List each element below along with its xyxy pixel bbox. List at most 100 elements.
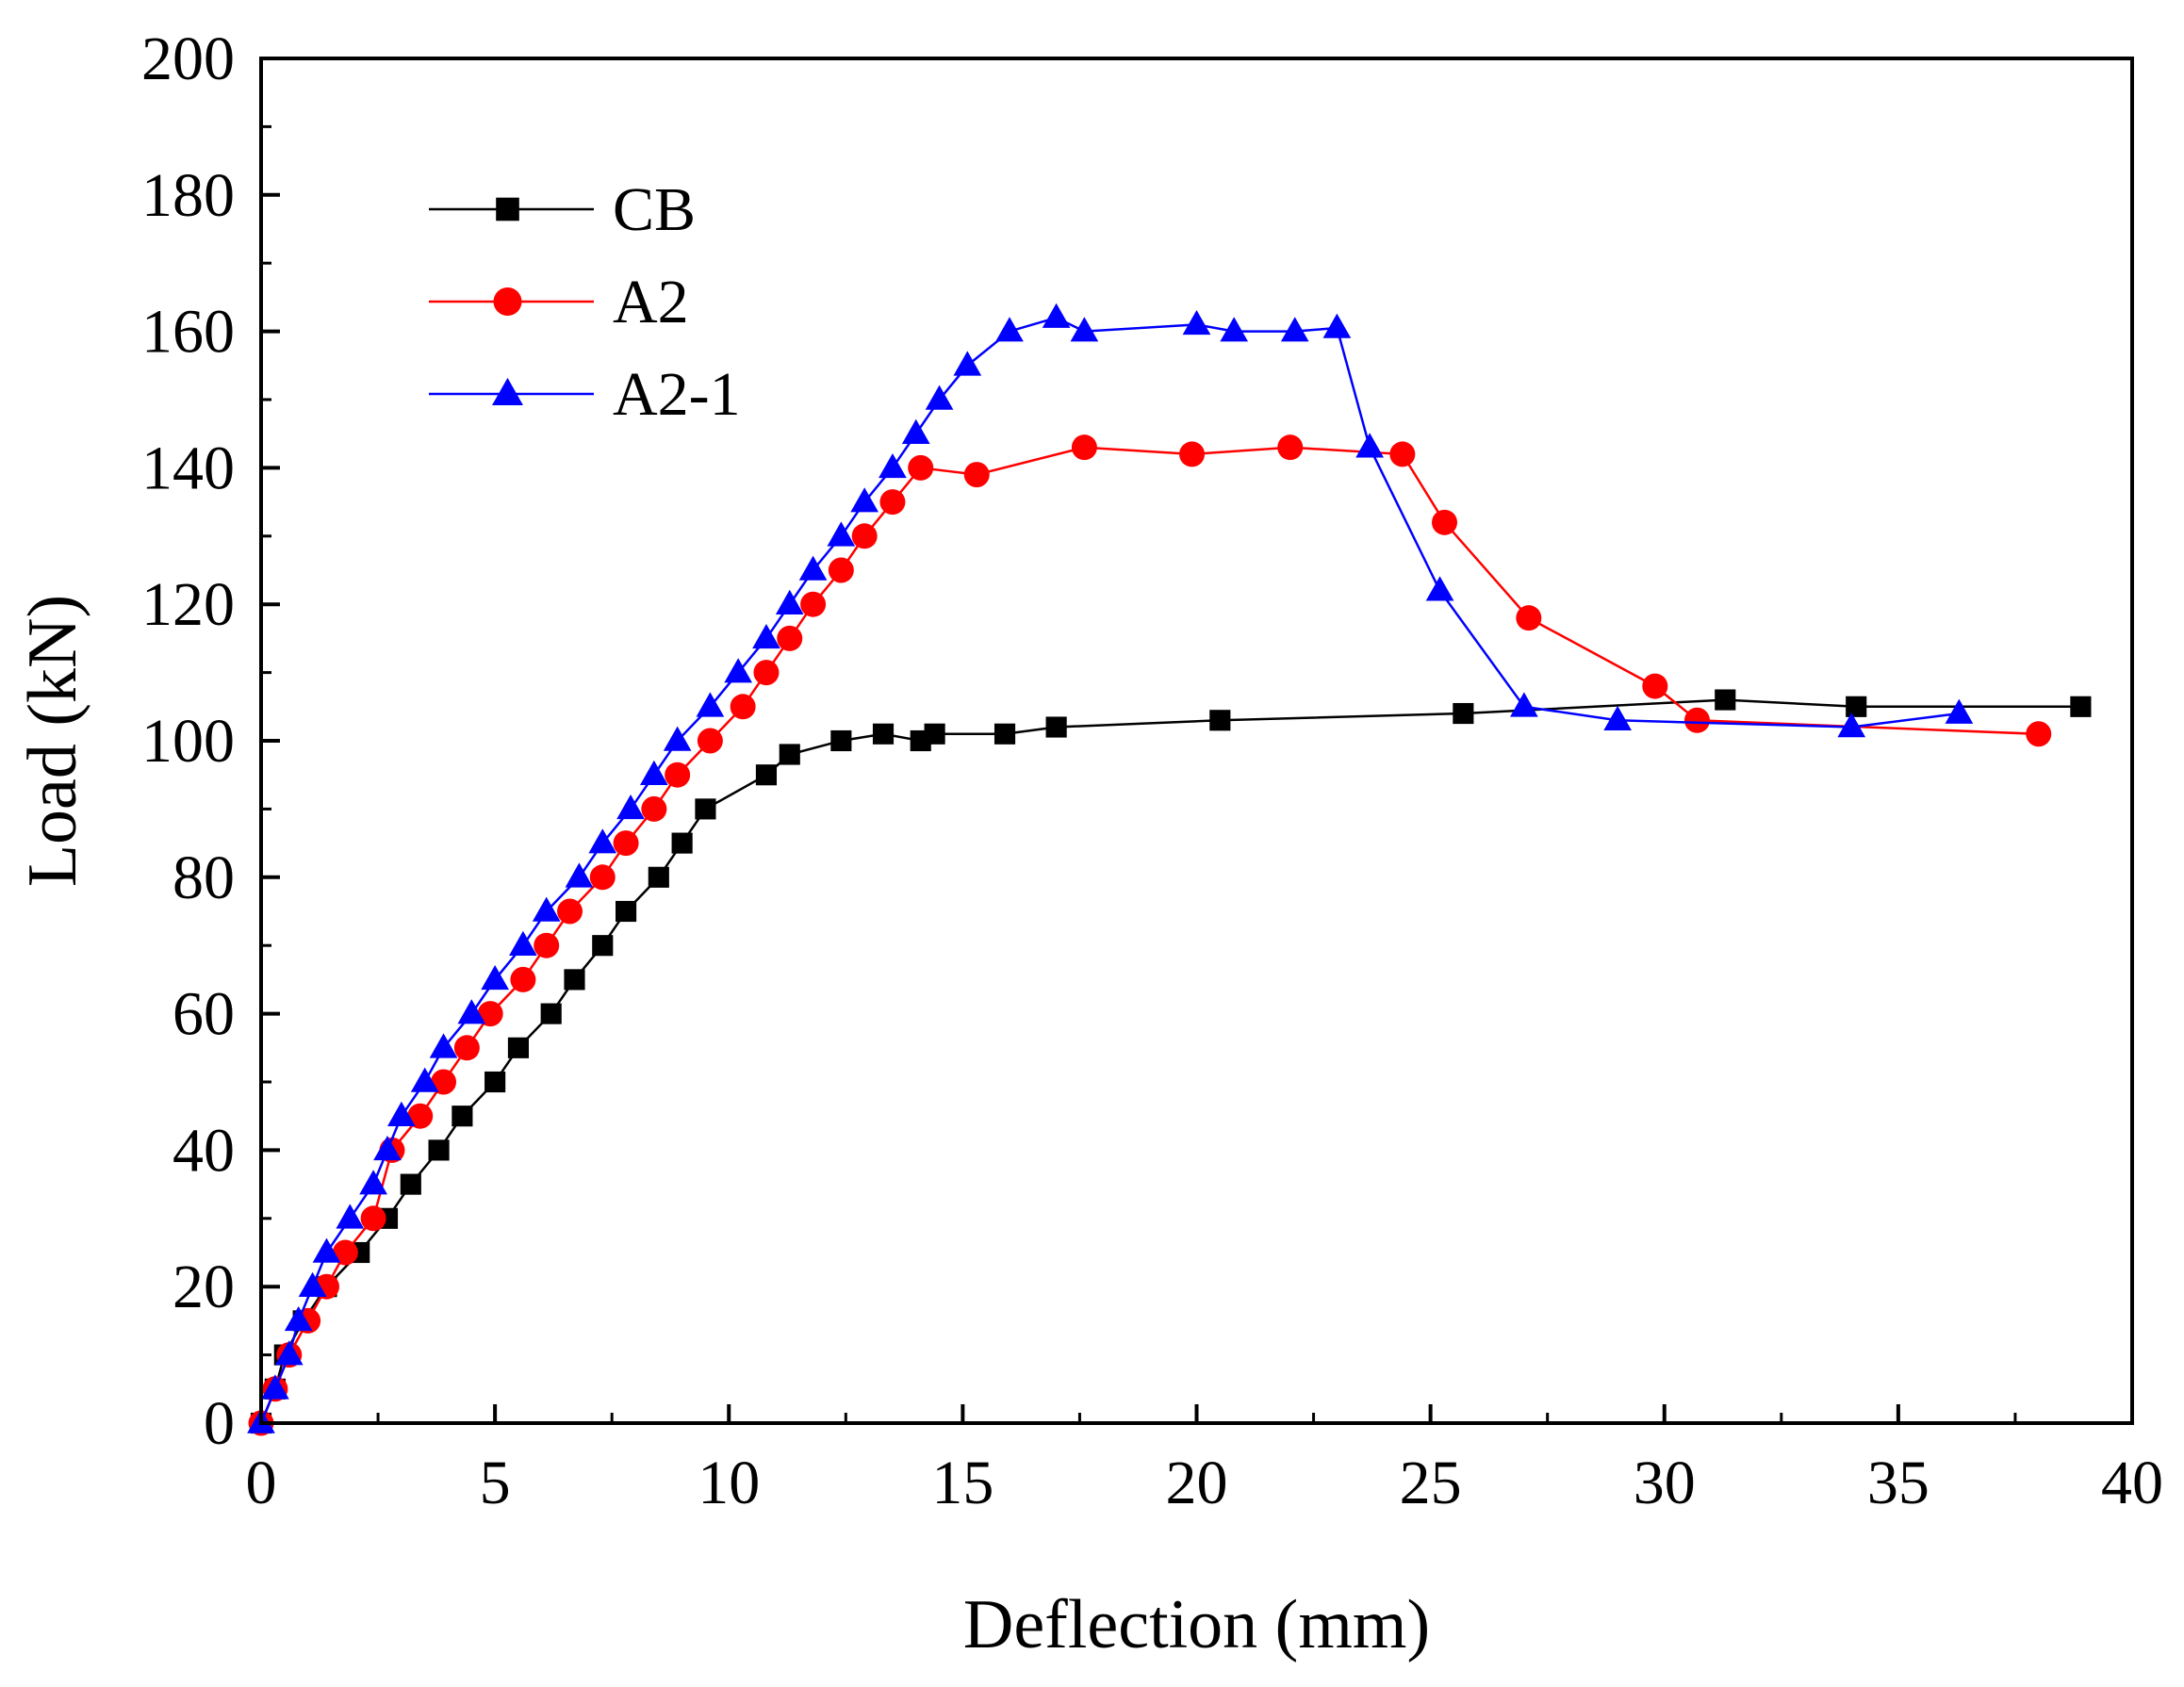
- cb-point: [592, 935, 614, 957]
- cb-point: [1453, 702, 1474, 725]
- cb-point: [671, 832, 693, 854]
- x-tick-label: 10: [698, 1449, 760, 1517]
- a2-point: [730, 694, 756, 720]
- axis-ticks: 0 5 10 15 20 25 30 35 40 0 20 40 60 80 100 120 140 160 180…: [141, 25, 2163, 1517]
- a2-1-point: [509, 930, 537, 956]
- cb-point: [484, 1071, 506, 1093]
- a2-1-point: [429, 1033, 458, 1058]
- series-line-cb: [259, 698, 2081, 1424]
- y-tick-label: 180: [141, 161, 235, 230]
- a2-point: [665, 762, 691, 788]
- a2-1-point: [1182, 309, 1211, 336]
- a2-point: [2026, 721, 2052, 747]
- cb-point: [1846, 696, 1867, 717]
- a2-1-point: [1945, 698, 1974, 724]
- a2-point: [963, 462, 990, 488]
- a2-1-point: [1322, 313, 1352, 338]
- legend-marker-a2: [493, 287, 522, 316]
- a2-1-point: [410, 1067, 439, 1092]
- x-tick-label: 30: [1634, 1449, 1696, 1517]
- x-tick-label: 25: [1400, 1449, 1462, 1517]
- a2-1-point: [1280, 317, 1309, 342]
- a2-point: [641, 795, 667, 822]
- a2-point: [1179, 441, 1206, 467]
- x-tick-label: 35: [1867, 1449, 1929, 1517]
- a2-point: [453, 1035, 480, 1061]
- a2-point: [800, 591, 827, 617]
- cb-point: [2070, 696, 2092, 717]
- a2-1-point: [616, 794, 645, 820]
- x-tick-label: 40: [2101, 1449, 2163, 1517]
- cb-point: [400, 1173, 421, 1195]
- a2-point: [1516, 605, 1542, 631]
- plot-series: [247, 303, 2092, 1436]
- a2-1-point: [298, 1271, 327, 1297]
- a2-point: [613, 830, 639, 857]
- a2-1-point: [925, 385, 954, 410]
- a2-point: [879, 489, 906, 516]
- cb-point: [779, 744, 800, 765]
- a2-1-point: [850, 487, 879, 513]
- legend-item-a2-1: A2-1: [429, 360, 741, 429]
- a2-point: [332, 1239, 358, 1266]
- a2-1-point: [696, 692, 725, 717]
- a2-1-point: [1220, 317, 1249, 342]
- a2-point: [777, 625, 803, 651]
- x-tick-label: 0: [246, 1449, 277, 1517]
- a2-1-point: [827, 521, 856, 547]
- a2-1-point: [336, 1204, 365, 1229]
- a2-1-point: [1042, 303, 1071, 328]
- a2-1-point: [532, 896, 561, 922]
- a2-1-point: [373, 1136, 402, 1161]
- cb-point: [507, 1037, 530, 1058]
- a2-point: [908, 454, 934, 481]
- cb-point: [755, 764, 778, 786]
- a2-1-point: [901, 418, 930, 444]
- a2-point: [1642, 673, 1668, 699]
- y-tick-label: 80: [172, 844, 235, 912]
- cb-point: [428, 1139, 450, 1161]
- a2-point: [851, 523, 878, 549]
- cb-point: [872, 723, 895, 745]
- a2-1-point: [284, 1306, 313, 1332]
- a2-1-point: [274, 1340, 304, 1366]
- a2-1-point: [1837, 712, 1866, 738]
- a2-1-point: [663, 726, 692, 751]
- y-tick-label: 160: [141, 298, 235, 367]
- x-tick-label: 20: [1166, 1449, 1228, 1517]
- x-tick-label: 5: [480, 1449, 511, 1517]
- a2-1-point: [1070, 317, 1099, 342]
- series-line-a2: [259, 446, 2039, 1424]
- y-tick-label: 100: [141, 707, 235, 776]
- a2-1-point: [640, 760, 668, 785]
- cb-point: [830, 729, 852, 752]
- a2-1-point: [481, 965, 509, 991]
- a2-1-point: [879, 453, 907, 479]
- series-cb: [250, 689, 2092, 1434]
- a2-point: [534, 932, 560, 958]
- a2-point: [828, 557, 854, 583]
- a2-1-point: [588, 828, 617, 854]
- a2-point: [360, 1205, 386, 1232]
- a2-1-point: [953, 351, 982, 376]
- series-a2: [248, 434, 2052, 1436]
- plot-frame: [259, 57, 2134, 1425]
- a2-1-point: [775, 589, 804, 614]
- legend-item-a2: A2: [429, 268, 689, 336]
- a2-1-point: [312, 1237, 341, 1263]
- legend-marker-a2-1: [492, 377, 523, 405]
- a2-point: [697, 728, 723, 754]
- a2-point: [1277, 434, 1304, 461]
- y-tick-label: 20: [172, 1253, 235, 1321]
- a2-1-point: [359, 1170, 387, 1195]
- a2-point: [1071, 434, 1097, 461]
- a2-1-point: [798, 555, 828, 581]
- cb-point: [695, 798, 716, 820]
- cb-point: [1045, 716, 1067, 738]
- x-tick-label: 15: [931, 1449, 993, 1517]
- a2-point: [589, 864, 616, 891]
- a2-point: [510, 966, 536, 992]
- legend-label-a2-1: A2-1: [613, 360, 741, 429]
- a2-point: [407, 1103, 434, 1129]
